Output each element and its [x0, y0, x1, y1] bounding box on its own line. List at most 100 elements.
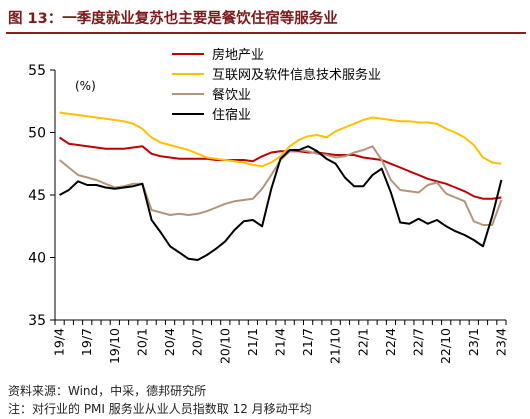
- x-tick-label: 23/1: [466, 328, 481, 356]
- data-point: [307, 135, 309, 137]
- data-point: [86, 145, 88, 147]
- data-point: [418, 174, 420, 176]
- data-point: [178, 213, 180, 215]
- data-point: [224, 240, 226, 242]
- data-point: [436, 219, 438, 221]
- data-point: [344, 155, 346, 157]
- x-tick-label: 20/1: [134, 328, 149, 356]
- data-point: [188, 158, 190, 160]
- data-point: [500, 163, 502, 165]
- data-point: [77, 180, 79, 182]
- data-point: [335, 157, 337, 159]
- data-point: [326, 137, 328, 139]
- data-point: [399, 167, 401, 169]
- data-point: [270, 188, 272, 190]
- data-point: [427, 178, 429, 180]
- data-point: [261, 225, 263, 227]
- data-point: [418, 122, 420, 124]
- data-point: [298, 139, 300, 141]
- data-point: [243, 159, 245, 161]
- series-line-2: [59, 111, 502, 168]
- data-point: [372, 174, 374, 176]
- title-underline: [6, 32, 526, 34]
- data-point: [464, 234, 466, 236]
- data-point: [454, 230, 456, 232]
- data-point: [491, 215, 493, 217]
- data-point: [132, 183, 134, 185]
- x-tick-label: 22/1: [355, 328, 370, 356]
- data-point: [408, 223, 410, 225]
- data-point: [123, 187, 125, 189]
- data-point: [59, 112, 61, 114]
- data-point: [252, 219, 254, 221]
- data-point: [464, 200, 466, 202]
- series-line-1: [59, 136, 502, 200]
- data-point: [252, 198, 254, 200]
- data-point: [326, 158, 328, 160]
- data-point: [353, 185, 355, 187]
- data-point: [390, 179, 392, 181]
- data-point: [160, 212, 162, 214]
- data-point: [482, 157, 484, 159]
- data-point: [353, 152, 355, 154]
- data-point: [234, 200, 236, 202]
- data-point: [252, 160, 254, 162]
- data-point: [151, 219, 153, 221]
- data-point: [206, 210, 208, 212]
- data-point: [86, 177, 88, 179]
- x-tick-label: 19/4: [52, 328, 67, 356]
- x-tick-label: 20/4: [162, 328, 177, 356]
- data-point: [151, 137, 153, 139]
- x-tick-label: 22/7: [411, 328, 426, 356]
- data-point: [390, 119, 392, 121]
- data-point: [372, 158, 374, 160]
- data-point: [491, 224, 493, 226]
- data-point: [243, 220, 245, 222]
- data-point: [408, 120, 410, 122]
- data-point: [261, 165, 263, 167]
- data-point: [464, 190, 466, 192]
- data-point: [307, 150, 309, 152]
- data-point: [243, 162, 245, 164]
- data-point: [59, 194, 61, 196]
- data-point: [105, 187, 107, 189]
- data-point: [418, 218, 420, 220]
- data-point: [445, 225, 447, 227]
- data-point: [188, 258, 190, 260]
- data-point: [141, 145, 143, 147]
- data-point: [344, 127, 346, 129]
- data-point: [307, 145, 309, 147]
- data-point: [418, 192, 420, 194]
- x-tick-label: 21/1: [245, 328, 260, 356]
- data-point: [132, 147, 134, 149]
- data-point: [289, 145, 291, 147]
- data-point: [500, 197, 502, 199]
- data-point: [197, 153, 199, 155]
- data-point: [215, 158, 217, 160]
- data-point: [427, 122, 429, 124]
- x-tick-label: 20/10: [217, 328, 232, 364]
- data-point: [473, 144, 475, 146]
- data-point: [169, 214, 171, 216]
- data-point: [105, 118, 107, 120]
- data-point: [132, 123, 134, 125]
- y-tick-label: 55: [28, 63, 46, 79]
- data-point: [59, 159, 61, 161]
- data-point: [353, 154, 355, 156]
- data-point: [114, 148, 116, 150]
- data-point: [445, 193, 447, 195]
- y-tick-label: 50: [28, 126, 46, 142]
- data-point: [362, 149, 364, 151]
- data-point: [197, 158, 199, 160]
- data-point: [77, 144, 79, 146]
- data-point: [160, 142, 162, 144]
- data-point: [270, 152, 272, 154]
- data-point: [234, 160, 236, 162]
- x-tick-label: 22/4: [383, 328, 398, 356]
- data-point: [224, 159, 226, 161]
- data-point: [197, 213, 199, 215]
- data-point: [381, 168, 383, 170]
- data-point: [178, 147, 180, 149]
- data-point: [188, 214, 190, 216]
- chart-title: 图 13：一季度就业复苏也主要是餐饮住宿等服务业: [8, 11, 338, 27]
